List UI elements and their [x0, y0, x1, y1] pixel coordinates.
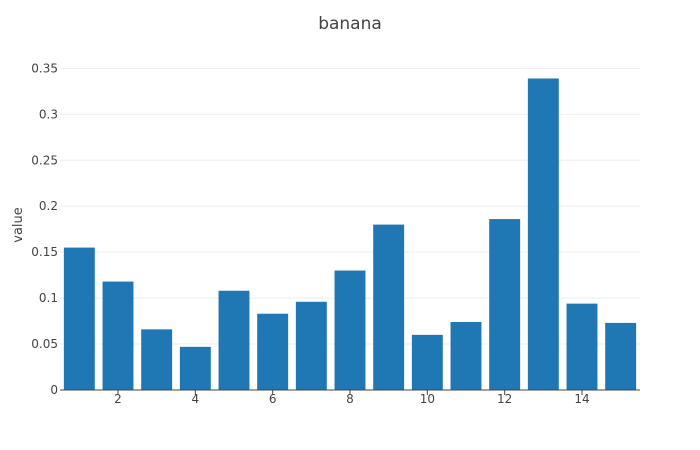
bar — [334, 270, 366, 390]
bar — [63, 247, 95, 390]
y-tick-label: 0.3 — [39, 107, 58, 121]
y-tick-label: 0 — [50, 383, 58, 397]
bars — [63, 78, 637, 391]
bar — [102, 281, 134, 390]
x-tick-label: 14 — [574, 392, 589, 406]
x-tick-label: 2 — [114, 392, 122, 406]
bar — [605, 322, 637, 390]
y-tick-label: 0.2 — [39, 199, 58, 213]
y-tick-label: 0.05 — [31, 337, 58, 351]
x-tick-label: 12 — [497, 392, 512, 406]
y-tick-labels: 0 0.05 0.1 0.15 0.2 0.25 0.3 0.35 — [31, 61, 58, 397]
bar — [566, 303, 598, 390]
chart-title: banana — [318, 14, 382, 34]
bar — [489, 219, 521, 390]
bar — [450, 322, 482, 390]
bar — [373, 224, 405, 390]
x-tick-label: 10 — [420, 392, 435, 406]
axes — [60, 389, 640, 395]
bar — [257, 313, 289, 390]
y-tick-label: 0.1 — [39, 291, 58, 305]
bar — [141, 329, 173, 390]
bar — [411, 334, 443, 390]
grid-lines — [60, 67, 640, 345]
y-tick-label: 0.35 — [31, 61, 58, 75]
bar — [527, 78, 559, 391]
bar — [295, 301, 327, 390]
x-tick-label: 4 — [192, 392, 200, 406]
x-tick-label: 8 — [346, 392, 354, 406]
x-tick-label: 6 — [269, 392, 277, 406]
y-tick-label: 0.25 — [31, 153, 58, 167]
bar — [179, 346, 211, 390]
y-tick-label: 0.15 — [31, 245, 58, 259]
x-tick-labels: 2 4 6 8 10 12 14 — [114, 392, 589, 406]
bar — [218, 290, 250, 390]
y-axis-title: value — [11, 207, 26, 243]
